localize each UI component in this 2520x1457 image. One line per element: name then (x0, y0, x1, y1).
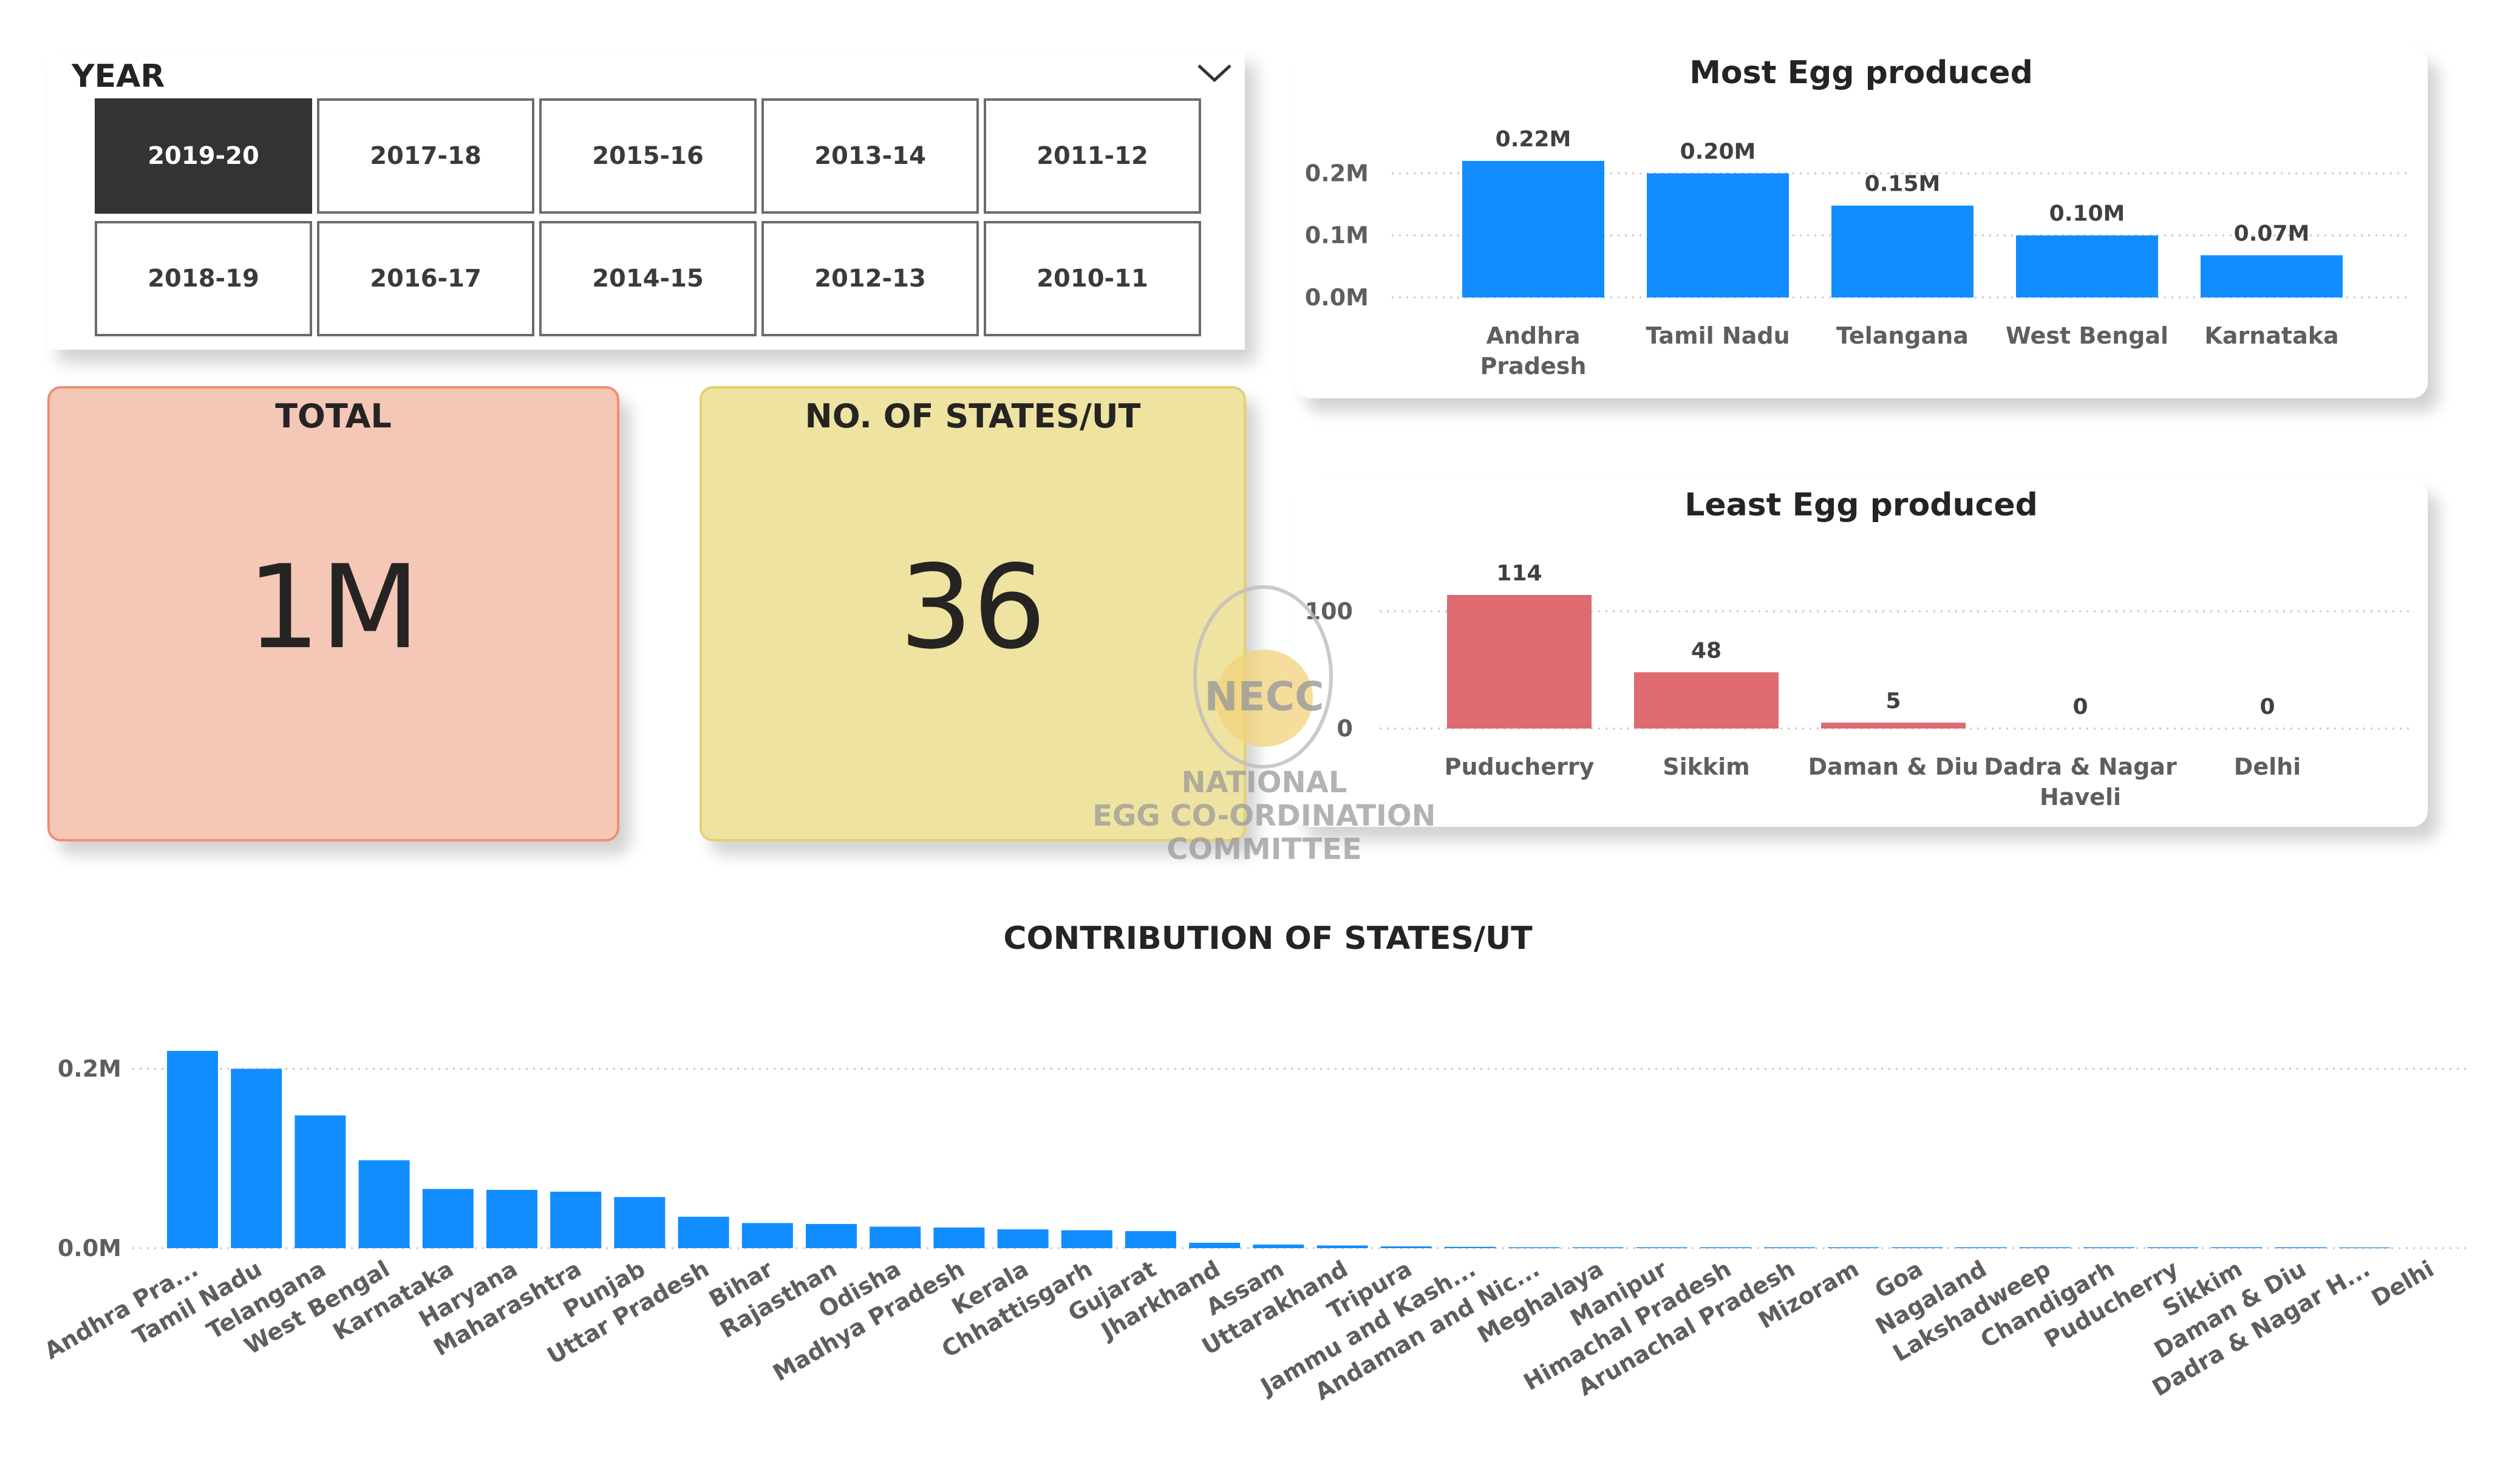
bar-karnataka[interactable] (2201, 255, 2343, 297)
x-tick-label: Tamil Nadu (1646, 322, 1790, 349)
bar-sikkim[interactable] (1634, 672, 1779, 728)
x-tick-label: Haveli (2040, 784, 2121, 810)
bar-tripura[interactable] (1380, 1246, 1432, 1248)
year-tile-2014-15[interactable]: 2014-15 (539, 221, 757, 336)
most-egg-chart: 0.2M 0.1M 0.0M 0.22M Andhra Pradesh 0.20M Tamil… (1305, 127, 2412, 379)
bar-madhya-pradesh[interactable] (933, 1228, 985, 1248)
total-value: 1M (247, 540, 420, 674)
x-tick-label: West Bengal (2006, 322, 2168, 349)
x-tick-label: Puducherry (1445, 753, 1595, 780)
year-tile-2018-19[interactable]: 2018-19 (95, 221, 312, 336)
y-tick-label: 0.0M (58, 1235, 121, 1262)
x-tick-label: Dadra & Nagar (1984, 753, 2177, 780)
data-label: 0.10M (2049, 202, 2125, 226)
y-tick-label: 100 (1305, 598, 1353, 625)
year-tile-2012-13[interactable]: 2012-13 (761, 221, 979, 336)
data-label: 48 (1691, 638, 1721, 663)
logo-mark-text: NECC (1204, 673, 1324, 720)
necc-logo: NECC NATIONAL EGG CO-ORDINATION COMMITTE… (1093, 585, 1433, 866)
x-tick-label: Daman & Diu (1808, 753, 1979, 780)
states-count-card: NO. OF STATES/UT 36 (700, 386, 1246, 841)
bar-bihar[interactable] (741, 1223, 793, 1248)
year-tile-grid: 2019-20 2017-18 2015-16 2013-14 2011-12 … (95, 98, 1206, 338)
year-tile-2019-20[interactable]: 2019-20 (95, 98, 312, 214)
bar-west-bengal[interactable] (358, 1160, 410, 1248)
bar-puducherry[interactable] (1447, 595, 1592, 728)
year-tile-2011-12[interactable]: 2011-12 (984, 98, 1201, 214)
states-count-label: NO. OF STATES/UT (805, 397, 1141, 435)
year-tile-2016-17[interactable]: 2016-17 (317, 221, 534, 336)
bar-telangana[interactable] (295, 1115, 346, 1248)
bar-uttarakhand[interactable] (1316, 1245, 1368, 1248)
bar-jammu-and-kash[interactable] (1445, 1246, 1496, 1248)
x-tick-label: Delhi (2367, 1255, 2439, 1312)
bar-chhattisgarh[interactable] (1061, 1230, 1112, 1248)
bar-kerala[interactable] (997, 1229, 1049, 1248)
contribution-chart-title: CONTRIBUTION OF STATES/UT (1003, 920, 1533, 957)
x-tick-label: Delhi (2234, 753, 2301, 780)
data-label: 0 (2072, 695, 2088, 719)
logo-line-3: COMMITTEE (1166, 832, 1362, 866)
least-egg-chart: 100 0 114 Puducherry 48 Sikkim 5 Daman & Diu 0 Da… (1305, 561, 2412, 810)
year-tile-2015-16[interactable]: 2015-16 (539, 98, 757, 214)
y-tick-label: 0.0M (1305, 284, 1369, 311)
most-egg-chart-title: Most Egg produced (1689, 55, 2033, 91)
y-tick-label: 0.2M (1305, 160, 1369, 186)
states-count-value: 36 (899, 540, 1046, 674)
bar-andhra-pra[interactable] (167, 1051, 218, 1248)
least-egg-chart-title: Least Egg produced (1684, 487, 2038, 523)
data-label: 0 (2259, 695, 2275, 719)
bar-odisha[interactable] (870, 1226, 921, 1248)
bar-karnataka[interactable] (422, 1189, 474, 1249)
x-tick-label: Pradesh (1480, 353, 1587, 379)
data-label: 0.22M (1496, 127, 1572, 152)
logo-line-1: NATIONAL (1182, 766, 1347, 800)
bar-punjab[interactable] (614, 1197, 666, 1248)
bar-assam[interactable] (1253, 1245, 1304, 1248)
year-tile-2010-11[interactable]: 2010-11 (984, 221, 1201, 336)
year-slicer: YEAR 2019-20 2017-18 2015-16 2013-14 201… (47, 50, 1245, 350)
year-tile-2013-14[interactable]: 2013-14 (761, 98, 979, 214)
data-label: 5 (1885, 688, 1901, 713)
bar-jharkhand[interactable] (1189, 1243, 1241, 1248)
total-card: TOTAL 1M (47, 386, 619, 841)
x-tick-label: Sikkim (1663, 753, 1750, 780)
most-egg-chart-card: Most Egg produced 0.2M 0.1M 0.0M 0.22M Andhr… (1295, 47, 2428, 398)
bar-andhra-pradesh[interactable] (1462, 161, 1604, 297)
x-tick-label: Karnataka (2204, 322, 2338, 349)
year-tile-2017-18[interactable]: 2017-18 (317, 98, 534, 214)
y-tick-label: 0.2M (58, 1056, 121, 1082)
bar-telangana[interactable] (1831, 205, 1973, 297)
logo-line-2: EGG CO-ORDINATION (1093, 799, 1433, 833)
chevron-down-icon[interactable] (1195, 61, 1234, 85)
bar-maharashtra[interactable] (550, 1191, 602, 1248)
x-tick-label: Andhra (1486, 322, 1580, 349)
data-label: 0.07M (2234, 221, 2310, 246)
total-label: TOTAL (275, 397, 392, 435)
data-label: 114 (1496, 561, 1542, 586)
slicer-title: YEAR (72, 58, 165, 95)
data-label: 0.15M (1865, 172, 1941, 197)
bar-haryana[interactable] (486, 1189, 537, 1248)
bar-daman-diu[interactable] (1821, 722, 1966, 728)
bar-tamil-nadu[interactable] (1647, 173, 1789, 297)
data-label: 0.20M (1680, 139, 1756, 164)
y-tick-label: 0 (1337, 715, 1353, 742)
y-tick-label: 0.1M (1305, 222, 1369, 249)
x-tick-label: Telangana (1836, 322, 1969, 349)
least-egg-chart-card: Least Egg produced 100 0 114 Puducherry 48 Si… (1295, 480, 2428, 827)
bar-tamil-nadu[interactable] (231, 1068, 282, 1248)
bar-gujarat[interactable] (1125, 1231, 1176, 1248)
contribution-chart-card: CONTRIBUTION OF STATES/UT 0.2M 0.0M Andhra… (47, 914, 2488, 1436)
bar-rajasthan[interactable] (806, 1224, 857, 1248)
bar-uttar-pradesh[interactable] (678, 1217, 729, 1248)
bar-west-bengal[interactable] (2016, 235, 2158, 297)
